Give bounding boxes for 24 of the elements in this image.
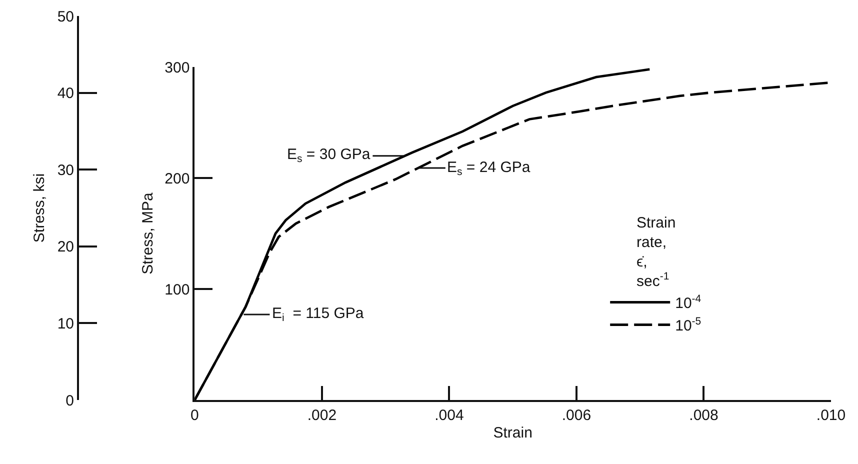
x-tick-label: .006 — [562, 407, 592, 424]
y2-axis-title: Stress, ksi — [31, 173, 48, 243]
x-tick-label: .002 — [307, 407, 337, 424]
y2-tick-label: 10 — [57, 315, 74, 332]
y2-tick-label: 50 — [57, 8, 74, 26]
legend-title: Strain rate, ϵ̇, sec$^{-1}$ — [636, 214, 676, 290]
annotation: E$_{s}$ = 24 GPa — [447, 159, 531, 178]
y2-tick-label: 40 — [57, 85, 74, 102]
y2-tick-label: 20 — [57, 238, 74, 256]
legend-label: 10$^{-5}$ — [675, 315, 702, 335]
x-tick-label: 0 — [190, 407, 199, 424]
x-tick-label: .008 — [689, 407, 718, 424]
x-tick-label: .010 — [816, 407, 846, 424]
y2-tick-label: 0 — [66, 392, 74, 410]
y-tick-label: 100 — [164, 281, 190, 298]
y-tick-label: 200 — [164, 170, 190, 188]
annotation: E$_{s}$ = 30 GPa — [287, 146, 371, 166]
x-tick-label: .004 — [434, 407, 464, 424]
x-axis-title: Strain — [493, 424, 532, 442]
y-axis-title: Stress, MPa — [139, 192, 156, 274]
legend-label: 10$^{-4}$ — [675, 292, 702, 312]
y2-tick-label: 30 — [57, 162, 74, 179]
y-tick-label: 300 — [164, 59, 190, 76]
annotation: E$_{i}$ = 115 GPa — [272, 305, 364, 324]
